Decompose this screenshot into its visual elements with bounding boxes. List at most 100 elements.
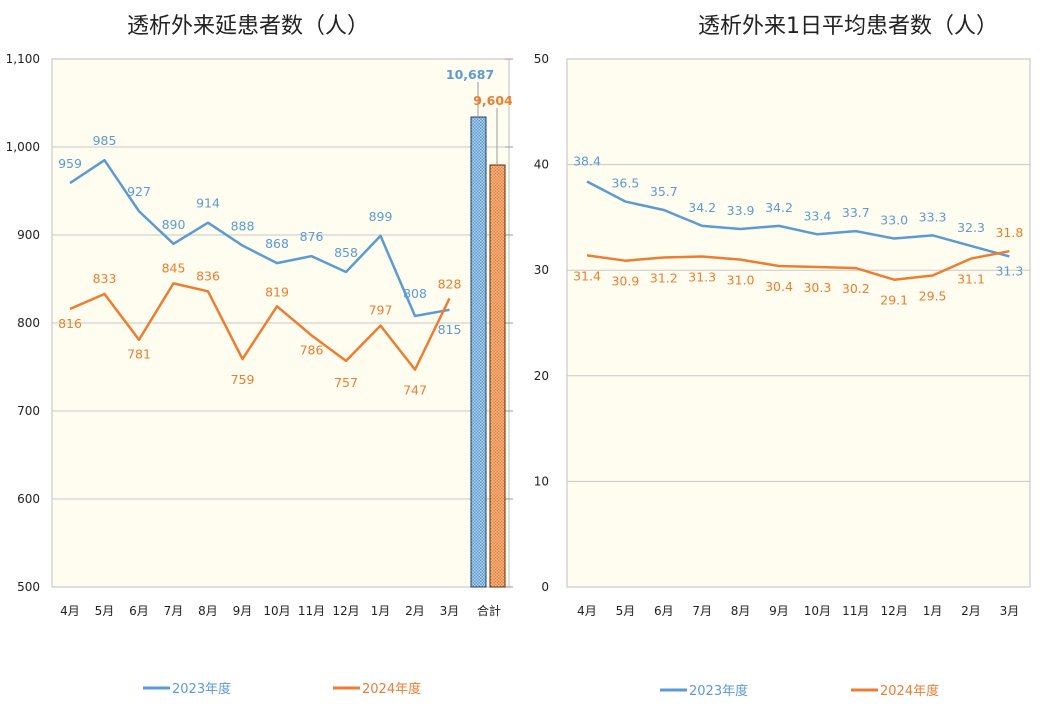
x-tick-label: 1月: [923, 604, 943, 618]
data-label: 868: [265, 236, 289, 251]
data-label: 747: [403, 383, 427, 398]
x-tick-label: 12月: [332, 604, 359, 618]
x-tick-label: 7月: [164, 604, 184, 618]
legend-label-2023: 2023年度: [172, 681, 231, 697]
legend-label-2024: 2024年度: [362, 681, 421, 697]
data-label: 31.3: [995, 263, 1023, 278]
right-plot-area: [566, 58, 1031, 588]
data-label: 35.7: [650, 184, 678, 199]
data-label: 808: [403, 286, 427, 301]
total-label-2023: 10,687: [446, 67, 494, 82]
data-label: 781: [127, 347, 151, 362]
data-label: 33.0: [880, 213, 908, 228]
left-chart-title: 透析外来延患者数（人）: [127, 14, 369, 39]
data-label: 30.3: [803, 280, 831, 295]
data-label: 31.1: [957, 272, 985, 287]
data-label: 31.8: [995, 225, 1023, 240]
data-label: 816: [58, 316, 82, 331]
data-label: 888: [231, 219, 255, 234]
right-chart-title: 透析外来1日平均患者数（人）: [698, 14, 998, 39]
x-tick-label: 7月: [692, 604, 712, 618]
y-tick-label: 1,000: [6, 140, 40, 154]
x-tick-label: 4月: [60, 604, 80, 618]
data-label: 38.4: [573, 153, 601, 168]
x-tick-label: 9月: [233, 604, 253, 618]
data-label: 899: [369, 209, 393, 224]
series-line-2024年度: [586, 249, 1010, 281]
x-tick-label: 6月: [654, 604, 674, 618]
x-tick-label: 3月: [440, 604, 460, 618]
series-line-2023年度: [586, 180, 1010, 258]
data-label: 29.5: [919, 288, 947, 303]
total-bar-2024: [489, 164, 506, 588]
x-tick-label: 6月: [129, 604, 149, 618]
y-tick-label: 50: [534, 52, 549, 66]
data-label: 858: [334, 245, 358, 260]
data-label: 30.9: [611, 274, 639, 289]
data-label: 914: [196, 196, 220, 211]
data-label: 31.4: [573, 268, 601, 283]
y-tick-label: 30: [534, 263, 549, 277]
series-line-2024年度: [69, 282, 451, 371]
data-label: 33.7: [842, 205, 870, 220]
x-tick-label: 5月: [95, 604, 115, 618]
data-label: 30.4: [765, 279, 793, 294]
y-tick-label: 600: [17, 492, 40, 506]
data-label: 31.2: [650, 271, 678, 286]
data-label: 759: [231, 372, 255, 387]
data-label: 34.2: [765, 200, 793, 215]
x-tick-label: 11月: [298, 604, 325, 618]
x-tick-label: 5月: [616, 604, 636, 618]
y-tick-label: 40: [534, 158, 549, 172]
data-label: 890: [162, 217, 186, 232]
x-tick-label: 8月: [731, 604, 751, 618]
data-label: 927: [127, 184, 151, 199]
y-tick-label: 10: [534, 474, 549, 488]
data-label: 34.2: [688, 200, 716, 215]
data-label: 757: [334, 375, 358, 390]
y-tick-label: 20: [534, 369, 549, 383]
x-tick-label: 8月: [198, 604, 218, 618]
data-label: 29.1: [880, 293, 908, 308]
series-line-2023年度: [69, 158, 450, 318]
left-chart: 透析外来延患者数（人） 500 600 700 800 900 1,000 1,100 4月…: [6, 14, 513, 618]
data-label: 33.4: [803, 208, 831, 223]
legend-label-2023: 2023年度: [689, 683, 748, 699]
y-tick-label: 500: [17, 580, 40, 594]
data-label: 959: [58, 156, 82, 171]
legend-label-2024: 2024年度: [880, 683, 939, 699]
data-label: 833: [93, 271, 117, 286]
y-tick-label: 700: [17, 404, 40, 418]
left-legend: 2023年度 2024年度: [143, 681, 421, 697]
data-label: 31.0: [727, 273, 755, 288]
x-tick-label: 2月: [405, 604, 425, 618]
x-tick-label: 12月: [881, 604, 908, 618]
data-label: 31.3: [688, 269, 716, 284]
x-tick-label: 2月: [961, 604, 981, 618]
right-legend: 2023年度 2024年度: [660, 683, 939, 699]
data-label: 985: [93, 133, 117, 148]
data-label: 828: [438, 276, 462, 291]
y-tick-label: 1,100: [6, 52, 40, 66]
total-bar-2023: [470, 116, 487, 588]
y-tick-label: 800: [17, 316, 40, 330]
y-tick-label: 0: [541, 580, 549, 594]
data-label: 30.2: [842, 281, 870, 296]
x-tick-label: 10月: [263, 604, 290, 618]
x-tick-label: 4月: [577, 604, 597, 618]
data-label: 32.3: [957, 220, 985, 235]
data-label: 33.9: [727, 203, 755, 218]
data-label: 836: [196, 268, 220, 283]
data-label: 819: [265, 284, 289, 299]
data-label: 797: [369, 303, 393, 318]
data-label: 845: [162, 260, 186, 275]
data-label: 786: [300, 342, 324, 357]
data-label: 815: [438, 322, 462, 337]
right-chart: 透析外来1日平均患者数（人） 0 10 20 30 40 50 4月 5月 6月 7月 8月 9月 1…: [534, 14, 1031, 618]
x-tick-label: 11月: [842, 604, 869, 618]
y-tick-label: 900: [17, 228, 40, 242]
x-tick-label: 9月: [769, 604, 789, 618]
x-tick-label: 1月: [371, 604, 391, 618]
data-label: 33.3: [919, 209, 947, 224]
